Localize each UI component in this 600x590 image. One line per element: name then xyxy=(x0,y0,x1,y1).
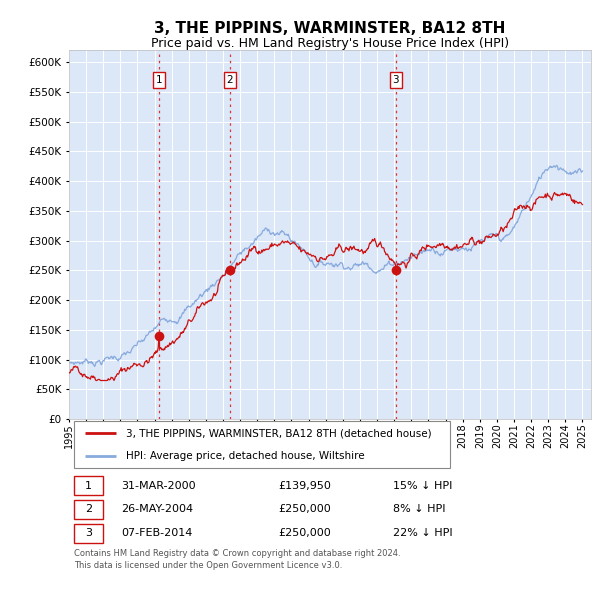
FancyBboxPatch shape xyxy=(74,421,450,468)
Text: 1: 1 xyxy=(155,75,162,85)
Text: £139,950: £139,950 xyxy=(278,481,331,491)
Text: 22% ↓ HPI: 22% ↓ HPI xyxy=(392,528,452,538)
FancyBboxPatch shape xyxy=(74,500,103,519)
Text: 26-MAY-2004: 26-MAY-2004 xyxy=(121,504,193,514)
Text: HPI: Average price, detached house, Wiltshire: HPI: Average price, detached house, Wilt… xyxy=(127,451,365,461)
Text: £250,000: £250,000 xyxy=(278,504,331,514)
Text: 3: 3 xyxy=(85,528,92,538)
FancyBboxPatch shape xyxy=(74,523,103,543)
Text: 07-FEB-2014: 07-FEB-2014 xyxy=(121,528,193,538)
Text: 1: 1 xyxy=(85,481,92,491)
Text: 15% ↓ HPI: 15% ↓ HPI xyxy=(392,481,452,491)
Text: 3, THE PIPPINS, WARMINSTER, BA12 8TH: 3, THE PIPPINS, WARMINSTER, BA12 8TH xyxy=(154,21,506,35)
Text: 2: 2 xyxy=(85,504,92,514)
Text: 3: 3 xyxy=(392,75,399,85)
FancyBboxPatch shape xyxy=(74,476,103,495)
Text: 8% ↓ HPI: 8% ↓ HPI xyxy=(392,504,445,514)
Text: £250,000: £250,000 xyxy=(278,528,331,538)
Text: 31-MAR-2000: 31-MAR-2000 xyxy=(121,481,196,491)
Text: 3, THE PIPPINS, WARMINSTER, BA12 8TH (detached house): 3, THE PIPPINS, WARMINSTER, BA12 8TH (de… xyxy=(127,428,432,438)
Text: Price paid vs. HM Land Registry's House Price Index (HPI): Price paid vs. HM Land Registry's House … xyxy=(151,37,509,50)
Text: Contains HM Land Registry data © Crown copyright and database right 2024.
This d: Contains HM Land Registry data © Crown c… xyxy=(74,549,401,570)
Text: 2: 2 xyxy=(227,75,233,85)
